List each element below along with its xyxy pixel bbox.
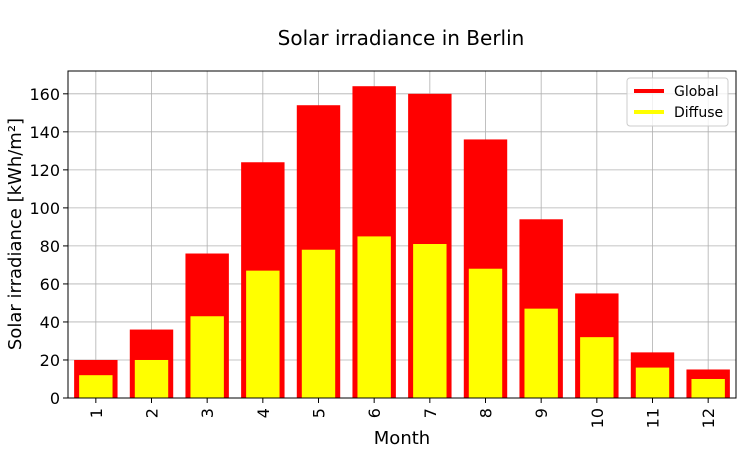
y-tick-label: 140: [29, 123, 60, 142]
bar-diffuse-5: [301, 249, 336, 398]
x-axis-label: Month: [374, 428, 430, 449]
bar-diffuse-11: [635, 367, 670, 398]
y-tick-label: 100: [29, 199, 60, 218]
bar-diffuse-9: [524, 308, 558, 398]
x-tick-label: 2: [143, 408, 162, 418]
y-tick-label: 80: [40, 237, 60, 256]
x-tick-label: 7: [421, 408, 440, 418]
x-axis: 1 2 3 4 5 6 7 8 9 10 11 12: [87, 398, 718, 428]
legend-label-global: Global: [674, 84, 719, 100]
y-tick-label: 0: [50, 389, 60, 408]
legend-label-diffuse: Diffuse: [674, 105, 723, 121]
bar-diffuse-8: [468, 268, 503, 398]
x-tick-label: 4: [254, 408, 273, 418]
y-tick-label: 160: [29, 85, 60, 104]
x-tick-label: 11: [644, 408, 663, 428]
y-tick-label: 20: [40, 351, 60, 370]
bar-diffuse-1: [79, 375, 113, 398]
y-axis-label: Solar irradiance [kWh/m²]: [5, 118, 26, 350]
x-tick-label: 10: [588, 408, 607, 428]
y-tick-label: 120: [29, 161, 60, 180]
x-tick-label: 9: [532, 408, 551, 418]
bar-diffuse-7: [413, 244, 447, 398]
x-tick-label: 3: [198, 408, 217, 418]
legend: Global Diffuse: [626, 77, 729, 127]
x-tick-label: 1: [87, 408, 106, 418]
bars: [74, 86, 730, 399]
bar-diffuse-6: [357, 236, 391, 398]
chart-title: Solar irradiance in Berlin: [278, 26, 525, 50]
bar-diffuse-3: [190, 316, 224, 398]
bar-diffuse-10: [580, 337, 614, 398]
x-tick-label: 5: [310, 408, 329, 418]
y-tick-label: 60: [40, 275, 60, 294]
bar-diffuse-4: [246, 270, 280, 398]
bar-diffuse-12: [691, 378, 725, 398]
x-tick-label: 6: [365, 408, 384, 418]
bar-diffuse-2: [134, 359, 169, 398]
x-tick-label: 12: [699, 408, 718, 428]
plot-frame: [67, 70, 737, 399]
y-tick-label: 40: [40, 313, 60, 332]
y-axis: 0 20 40 60 80 100 120 140 160: [29, 85, 68, 408]
x-tick-label: 8: [477, 408, 496, 418]
